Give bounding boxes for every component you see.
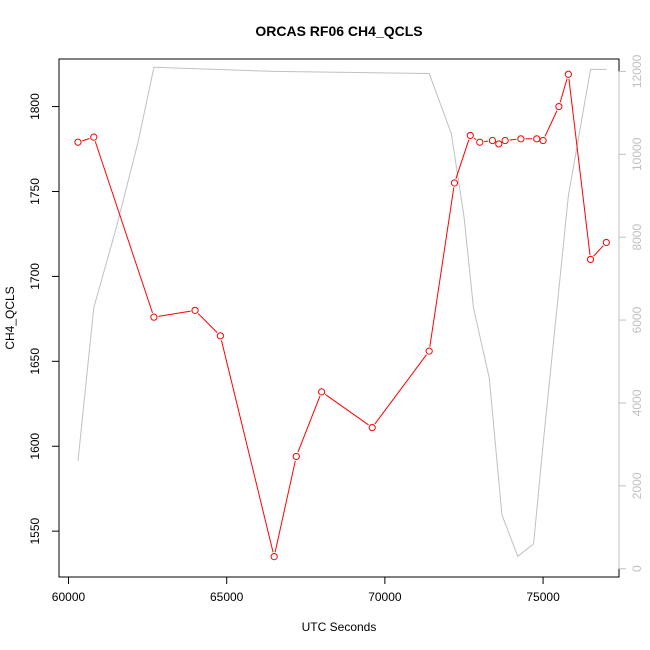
y2-tick-label: 6000: [630, 306, 644, 333]
series-0-point: [368, 423, 376, 432]
series-0-segment: [544, 110, 558, 137]
series-0-segment: [374, 354, 427, 425]
chart-title: ORCAS RF06 CH4_QCLS: [255, 23, 422, 39]
series-0-segment: [484, 140, 489, 143]
y2-tick-label: 8000: [630, 224, 644, 251]
series-0-point: [564, 70, 572, 78]
y2-tick-label: 4000: [630, 389, 644, 416]
series-0-point: [292, 452, 300, 461]
series-0-segment: [274, 460, 296, 553]
series-0-point: [533, 135, 541, 143]
series-0-point: [501, 136, 509, 145]
series-0-segment: [593, 245, 604, 257]
series-0-segment: [158, 310, 191, 317]
series-0-point: [517, 135, 525, 143]
series-0-point: [495, 140, 503, 148]
series-0-point: [150, 313, 158, 321]
right-axis-series: [77, 66, 607, 558]
series-0-segment: [197, 313, 218, 333]
series-0-segment: [429, 187, 455, 347]
series-0-point: [450, 179, 459, 187]
series-0-point: [270, 553, 278, 561]
series-0-point: [488, 136, 497, 145]
series-0-point: [216, 332, 224, 340]
series-0-point: [602, 238, 610, 247]
y-tick-label: 1650: [28, 348, 42, 375]
series-0-segment: [509, 138, 517, 141]
y-axis-title: CH4_QCLS: [3, 286, 17, 349]
series-0-segment: [297, 395, 321, 453]
x-tick-label: 65000: [210, 590, 244, 604]
x-tick-label: 75000: [526, 590, 560, 604]
series-0-segment: [94, 141, 153, 314]
axes: 60000 65000 70000 7500015501600165017001750…: [28, 54, 644, 604]
series-0-point: [74, 138, 82, 146]
series-0-segment: [324, 394, 369, 426]
series-0-segment: [559, 78, 568, 103]
x-tick-label: 60000: [52, 590, 86, 604]
series-0-point: [317, 388, 326, 396]
series-0-segment: [568, 78, 591, 255]
y2-tick-label: 0: [630, 565, 644, 572]
series-1-line: [77, 66, 607, 558]
series-0-segment: [220, 340, 274, 553]
y-tick-label: 1800: [28, 93, 42, 120]
series-0-segment: [455, 139, 470, 179]
y-tick-label: 1700: [28, 263, 42, 290]
series-0-point: [191, 306, 199, 314]
y-tick-label: 1750: [28, 178, 42, 205]
x-axis-title: UTC Seconds: [302, 620, 377, 634]
y2-tick-label: 12000: [630, 54, 644, 88]
series-0-point: [555, 102, 563, 111]
left-axis-series: [74, 70, 610, 561]
series-0-segment: [473, 137, 477, 141]
y2-tick-label: 2000: [630, 472, 644, 499]
y2-tick-label: 10000: [630, 137, 644, 171]
y-tick-label: 1550: [28, 517, 42, 544]
series-0-point: [425, 347, 433, 355]
series-0-point: [539, 136, 547, 145]
y-tick-label: 1600: [28, 433, 42, 460]
series-0-point: [586, 255, 595, 264]
x-tick-label: 70000: [368, 590, 402, 604]
series-0-point: [476, 138, 484, 146]
series-0-segment: [82, 138, 90, 142]
series-0-point: [90, 133, 98, 141]
series-0-point: [466, 131, 474, 140]
